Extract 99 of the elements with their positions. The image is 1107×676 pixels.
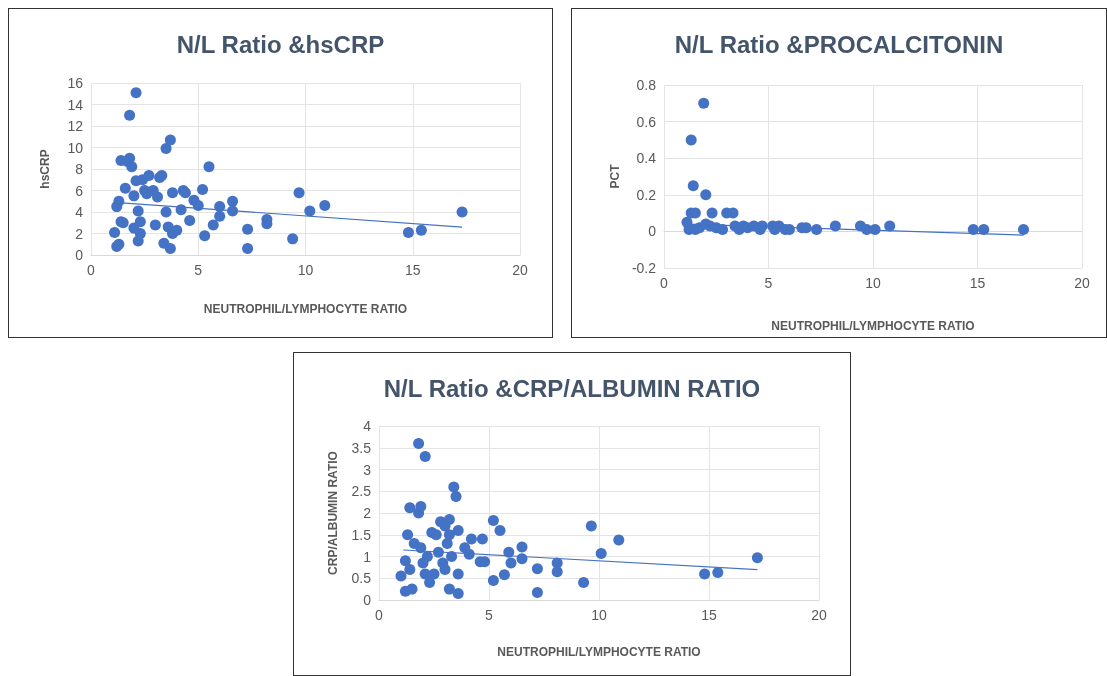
point bbox=[494, 524, 506, 536]
x-tick-label: 0 bbox=[375, 607, 384, 623]
point bbox=[424, 577, 436, 589]
y-tick-label: 14 bbox=[67, 96, 84, 113]
point bbox=[452, 587, 464, 599]
point bbox=[415, 500, 427, 512]
point bbox=[448, 481, 460, 493]
y-tick-label: 1 bbox=[363, 548, 372, 565]
x-tick-label: 5 bbox=[764, 275, 773, 291]
point bbox=[585, 520, 597, 532]
point bbox=[395, 570, 407, 582]
point bbox=[613, 534, 625, 546]
y-tick-label: 4 bbox=[363, 418, 372, 434]
point bbox=[421, 551, 433, 562]
point bbox=[1017, 224, 1029, 236]
y-axis-title: hsCRP bbox=[38, 149, 52, 189]
y-tick-label: 3 bbox=[363, 461, 372, 478]
y-tick-label: 10 bbox=[67, 139, 84, 156]
chart-title: N/L Ratio &hsCRP bbox=[176, 30, 385, 58]
x-tick-label: 0 bbox=[87, 262, 96, 278]
y-axis-title: PCT bbox=[607, 163, 622, 189]
point bbox=[399, 555, 411, 567]
y-tick-label: 1.5 bbox=[351, 526, 372, 543]
point bbox=[978, 224, 990, 236]
point bbox=[452, 568, 464, 580]
y-tick-label: 8 bbox=[75, 161, 84, 177]
x-tick-label: 15 bbox=[404, 262, 421, 278]
x-tick-label: 5 bbox=[194, 262, 203, 278]
point bbox=[531, 563, 543, 575]
point bbox=[595, 547, 607, 559]
x-tick-label: 20 bbox=[512, 262, 528, 278]
y-tick-label: 0 bbox=[363, 592, 372, 608]
point bbox=[402, 529, 414, 541]
point bbox=[685, 134, 697, 146]
point bbox=[413, 437, 425, 449]
point bbox=[498, 569, 510, 581]
x-axis-title: NEUTROPHIL/LYMPHOCYTE RATIO bbox=[497, 645, 701, 659]
point bbox=[699, 568, 711, 580]
y-tick-label: 2 bbox=[363, 505, 372, 521]
y-tick-label: 4 bbox=[75, 204, 84, 220]
point bbox=[487, 514, 499, 526]
point bbox=[698, 97, 710, 109]
y-tick-label: 0 bbox=[75, 247, 84, 263]
point bbox=[465, 533, 477, 545]
point bbox=[578, 577, 590, 589]
point bbox=[505, 557, 517, 569]
point bbox=[406, 583, 418, 595]
y-tick-label: -0.2 bbox=[631, 260, 657, 276]
y-tick-label: 12 bbox=[67, 118, 84, 134]
y-tick-label: 16 bbox=[67, 75, 84, 91]
point bbox=[430, 529, 442, 541]
point bbox=[443, 583, 455, 595]
y-axis-title: CRP/ALBUMIN RATIO bbox=[326, 451, 340, 575]
point bbox=[404, 564, 416, 576]
x-tick-label: 5 bbox=[485, 607, 494, 623]
x-tick-label: 0 bbox=[660, 275, 669, 291]
point bbox=[700, 189, 712, 201]
y-tick-label: 0.4 bbox=[636, 150, 657, 167]
point bbox=[446, 551, 458, 562]
chart-title: N/L Ratio &PROCALCITONIN bbox=[674, 30, 1004, 58]
point bbox=[516, 541, 528, 553]
x-axis-title: NEUTROPHIL/LYMPHOCYTE RATIO bbox=[203, 302, 408, 316]
point bbox=[687, 180, 699, 192]
y-tick-label: 0.8 bbox=[636, 77, 657, 93]
point bbox=[706, 207, 718, 219]
point bbox=[712, 567, 724, 579]
y-tick-label: 0.2 bbox=[636, 186, 657, 203]
x-tick-label: 20 bbox=[1074, 275, 1090, 291]
y-tick-label: 6 bbox=[75, 182, 84, 199]
chart-title: N/L Ratio &CRP/ALBUMIN RATIO bbox=[383, 374, 761, 402]
point bbox=[551, 566, 563, 578]
point bbox=[441, 537, 453, 549]
point bbox=[751, 552, 763, 564]
point bbox=[452, 524, 464, 536]
x-tick-label: 15 bbox=[701, 607, 717, 623]
y-tick-label: 3.5 bbox=[351, 439, 372, 456]
y-tick-label: 2.5 bbox=[351, 483, 372, 500]
point bbox=[487, 574, 499, 586]
point bbox=[717, 224, 729, 236]
y-tick-label: 0 bbox=[648, 223, 657, 240]
point bbox=[428, 568, 440, 580]
x-tick-label: 10 bbox=[591, 607, 607, 623]
point bbox=[531, 587, 543, 599]
x-axis-title: NEUTROPHIL/LYMPHOCYTE RATIO bbox=[771, 319, 975, 333]
x-tick-label: 20 bbox=[811, 607, 827, 623]
point bbox=[443, 529, 455, 541]
point bbox=[450, 490, 462, 502]
point bbox=[404, 502, 416, 514]
point bbox=[419, 450, 431, 462]
point bbox=[476, 533, 488, 545]
y-tick-label: 0.5 bbox=[351, 570, 372, 587]
point bbox=[439, 564, 451, 576]
y-tick-label: 0.6 bbox=[636, 113, 657, 130]
x-tick-label: 10 bbox=[297, 262, 314, 278]
x-tick-label: 10 bbox=[865, 275, 881, 291]
point bbox=[443, 514, 455, 526]
x-tick-label: 15 bbox=[969, 275, 986, 291]
y-tick-label: 2 bbox=[75, 225, 84, 242]
point bbox=[884, 220, 896, 232]
